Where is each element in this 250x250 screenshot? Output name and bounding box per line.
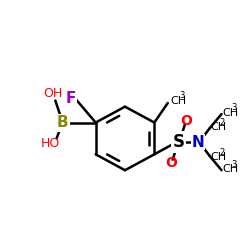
- Text: 2: 2: [220, 118, 225, 127]
- Text: S: S: [173, 133, 185, 151]
- Text: CH: CH: [210, 122, 227, 132]
- Text: HO: HO: [41, 137, 60, 150]
- Text: CH: CH: [170, 96, 186, 106]
- Text: F: F: [66, 90, 76, 106]
- Text: 3: 3: [180, 91, 185, 100]
- Text: CH: CH: [222, 164, 238, 174]
- Text: CH: CH: [222, 108, 238, 118]
- Text: B: B: [57, 115, 68, 130]
- Text: N: N: [192, 134, 205, 150]
- Text: 3: 3: [231, 160, 237, 168]
- Text: CH: CH: [210, 152, 227, 162]
- Text: 2: 2: [220, 148, 225, 157]
- Text: O: O: [166, 156, 177, 170]
- Text: O: O: [180, 114, 192, 128]
- Text: 3: 3: [231, 103, 237, 112]
- Text: OH: OH: [43, 87, 62, 100]
